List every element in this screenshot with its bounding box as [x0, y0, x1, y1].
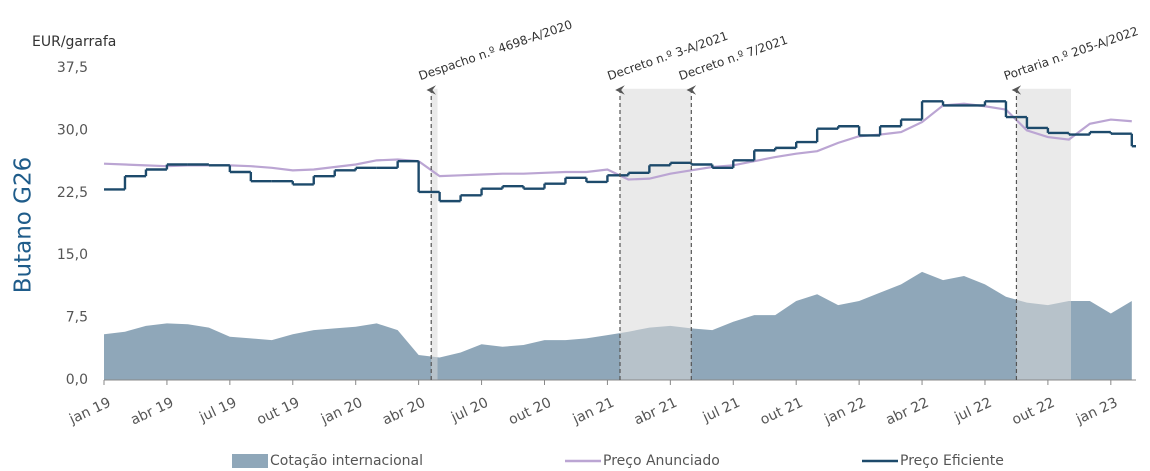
period-shade: [620, 88, 692, 381]
annotation-label: Portaria n.º 205-A/2022: [1002, 24, 1140, 83]
y-tick-label: 30,0: [57, 122, 88, 138]
x-tick-label: jul 22: [951, 395, 994, 426]
x-tick-label: out 19: [254, 395, 302, 429]
x-tick-label: out 21: [758, 395, 806, 429]
y-tick-label: 37,5: [57, 60, 88, 76]
period-shade: [431, 88, 438, 381]
annotation-label: Decreto n.º 3-A/2021: [606, 29, 730, 83]
x-tick-label: jul 20: [448, 395, 491, 426]
x-tick-label: jan 23: [1073, 395, 1120, 428]
x-tick-label: abr 21: [632, 395, 680, 429]
legend-label: Preço Anunciado: [603, 453, 720, 469]
x-tick-label: jul 21: [700, 395, 743, 426]
x-tick-label: jan 19: [66, 395, 113, 428]
line: [103, 102, 1132, 181]
x-tick-label: abr 20: [380, 395, 428, 429]
legend-swatch: [232, 454, 268, 468]
legend-label: Cotação internacional: [270, 453, 423, 469]
side-title: Butano G26: [11, 157, 37, 294]
y-tick-label: 22,5: [57, 185, 88, 201]
area: [104, 271, 1132, 380]
y-tick-label: 15,0: [57, 247, 88, 263]
x-tick-label: out 22: [1010, 395, 1058, 429]
x-tick-label: abr 19: [128, 395, 176, 429]
y-tick-label: 7,5: [66, 310, 88, 326]
x-tick-label: jan 21: [570, 395, 617, 428]
x-tick-label: jan 22: [821, 395, 868, 428]
y-axis-title: EUR/garrafa: [32, 34, 116, 50]
period-shade: [1016, 88, 1071, 381]
x-tick-label: jul 19: [196, 395, 239, 426]
y-tick-label: 0,0: [66, 372, 88, 388]
x-tick-label: out 20: [506, 395, 554, 429]
legend-label: Preço Eficiente: [900, 453, 1004, 469]
x-tick-label: abr 22: [883, 395, 931, 429]
x-tick-label: jan 20: [318, 395, 365, 428]
annotation-label: Despacho n.º 4698-A/2020: [417, 17, 574, 83]
